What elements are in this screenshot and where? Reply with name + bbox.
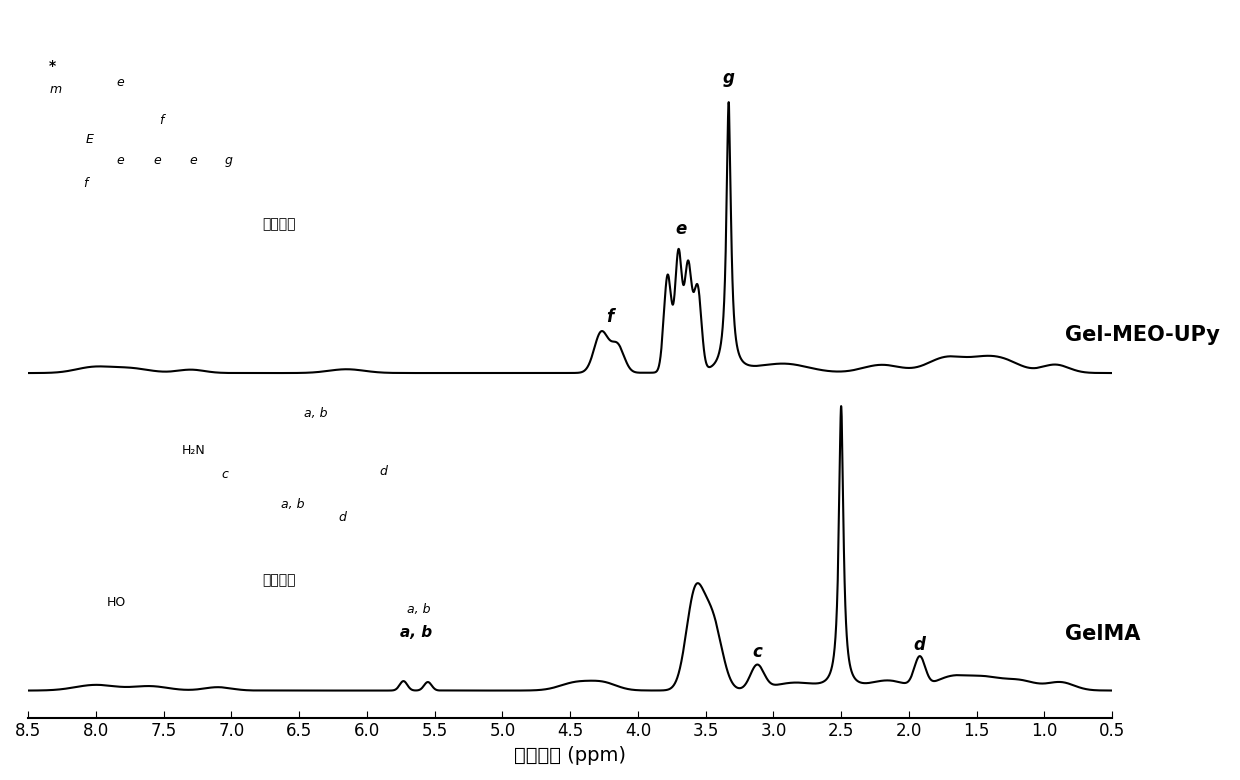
Text: f: f: [159, 114, 164, 127]
X-axis label: 化学位移 (ppm): 化学位移 (ppm): [515, 746, 626, 765]
Text: HO: HO: [107, 596, 125, 609]
Text: Gel-MEO-UPy: Gel-MEO-UPy: [1065, 325, 1220, 346]
Text: *: *: [48, 59, 56, 73]
Text: f: f: [606, 307, 613, 326]
Text: g: g: [723, 69, 734, 87]
Text: 明胶主链: 明胶主链: [262, 218, 295, 232]
Text: c: c: [221, 468, 228, 481]
Text: d: d: [914, 636, 926, 654]
Text: e: e: [676, 220, 687, 238]
Text: a, b: a, b: [407, 603, 430, 616]
Text: e: e: [153, 154, 161, 168]
Text: a, b: a, b: [399, 625, 432, 640]
Text: f: f: [83, 177, 87, 190]
Text: H₂N: H₂N: [181, 444, 206, 456]
Text: d: d: [339, 511, 346, 524]
Text: 明胶主链: 明胶主链: [262, 573, 295, 587]
Text: e: e: [190, 154, 197, 168]
Text: e: e: [117, 154, 124, 168]
Text: a, b: a, b: [304, 407, 327, 420]
Text: m: m: [50, 83, 61, 96]
Text: d: d: [379, 465, 387, 478]
Text: GelMA: GelMA: [1065, 624, 1140, 643]
Text: g: g: [224, 154, 233, 168]
Text: E: E: [86, 133, 93, 146]
Text: c: c: [753, 643, 763, 661]
Text: e: e: [117, 76, 124, 89]
Text: a, b: a, b: [280, 498, 304, 511]
